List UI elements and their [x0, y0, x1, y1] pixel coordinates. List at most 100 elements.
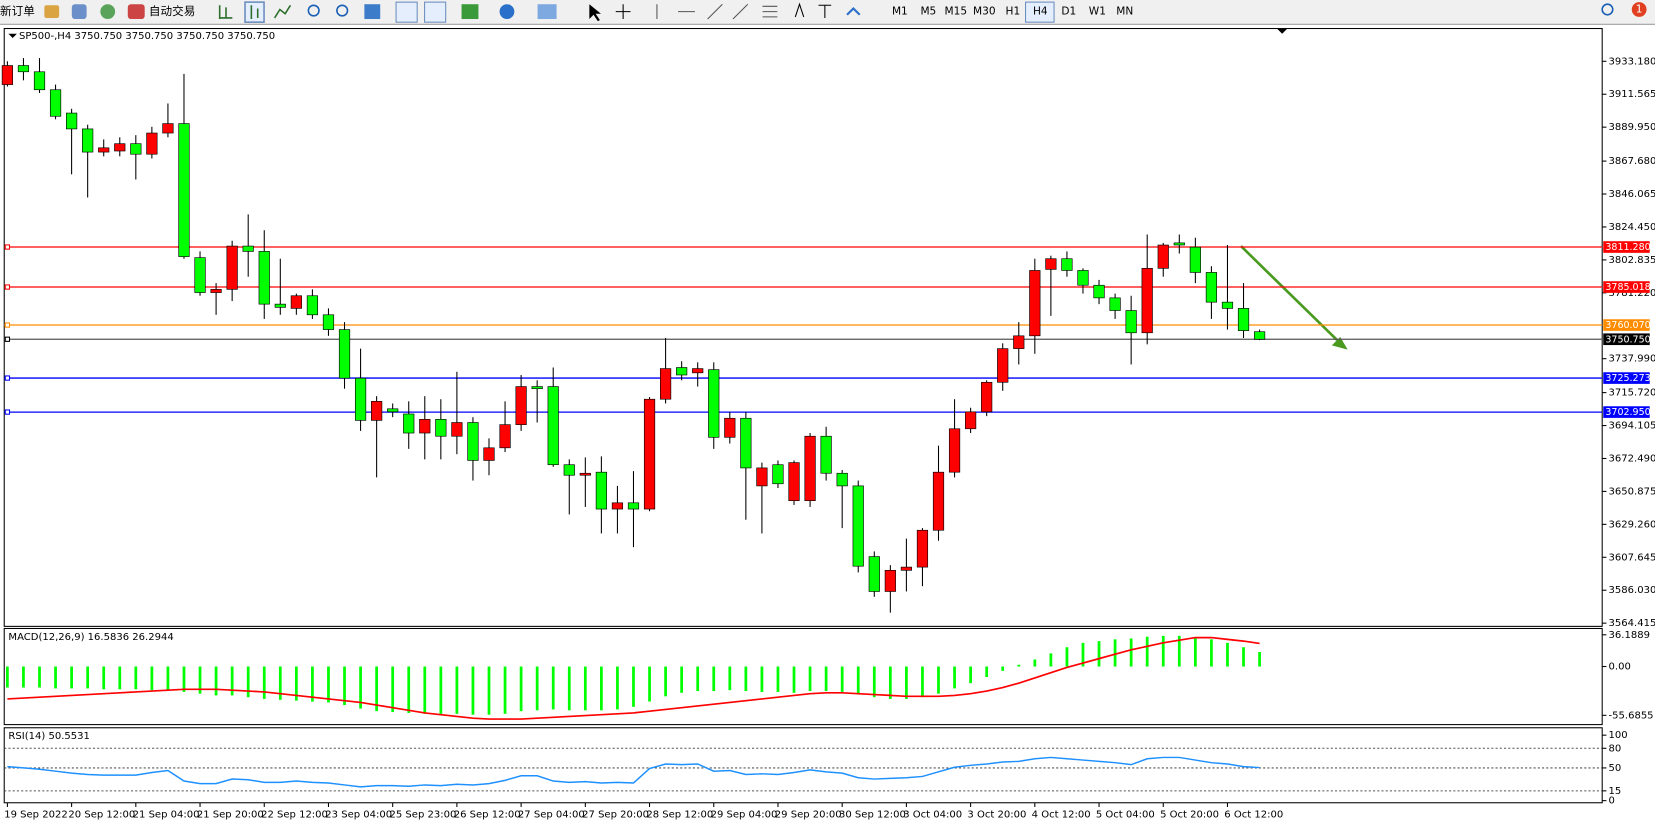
- y-tick-label: 3933.180: [1609, 56, 1655, 67]
- icon[interactable]: [100, 4, 116, 20]
- text-tools[interactable]: [794, 2, 832, 18]
- candle-body: [419, 418, 431, 434]
- candle-body: [804, 435, 816, 501]
- crosshair-tool[interactable]: [615, 4, 631, 20]
- candle-body: [868, 556, 880, 592]
- notification-count[interactable]: 1: [1636, 4, 1643, 16]
- auto-trading-button[interactable]: 自动交易: [149, 4, 195, 18]
- candle-body: [1, 65, 13, 85]
- icon-active[interactable]: [424, 1, 447, 23]
- y-tick-label: 3911.565: [1609, 89, 1655, 100]
- macd-bar: [1226, 642, 1229, 667]
- macd-bar: [616, 666, 619, 710]
- y-tick-label: 3802.835: [1609, 255, 1655, 266]
- candle-body: [1205, 272, 1218, 303]
- macd-bar: [648, 666, 651, 702]
- macd-bar: [1242, 647, 1245, 667]
- x-tick-label: 5 Oct 04:00: [1096, 809, 1155, 820]
- draw-tools[interactable]: [656, 3, 778, 20]
- macd-bar: [905, 666, 908, 699]
- notification-badge[interactable]: [1631, 2, 1647, 17]
- icon[interactable]: [218, 5, 233, 20]
- macd-bar: [712, 666, 716, 692]
- macd-bar: [487, 666, 491, 715]
- line-anchor: [4, 244, 11, 250]
- candle-body: [1029, 270, 1041, 337]
- icon[interactable]: [364, 4, 381, 20]
- timeframe-button[interactable]: H1: [1006, 6, 1021, 18]
- candle-body: [676, 367, 688, 376]
- macd-bar: [423, 666, 427, 714]
- x-tick-label: 22 Sep 12:00: [261, 809, 328, 820]
- candle-body: [900, 566, 912, 571]
- shift-marker: [1276, 28, 1288, 34]
- auto-trading-icon[interactable]: [127, 4, 145, 20]
- macd-bar: [134, 666, 138, 690]
- candle-body: [579, 472, 591, 476]
- icon[interactable]: [250, 5, 259, 20]
- timeframe-button[interactable]: M5: [920, 6, 936, 18]
- macd-bar: [696, 666, 700, 692]
- candle-body: [852, 485, 864, 567]
- macd-bar: [230, 666, 234, 696]
- icon[interactable]: [44, 5, 60, 18]
- macd-bar: [664, 666, 667, 697]
- search[interactable]: [1601, 3, 1614, 16]
- macd-bar: [808, 666, 812, 692]
- icon-active[interactable]: [395, 1, 418, 23]
- cursor-tool[interactable]: [589, 4, 601, 22]
- x-tick-label: 21 Sep 04:00: [133, 809, 200, 820]
- arrow-tool[interactable]: [846, 6, 861, 16]
- x-tick-label: 3 Oct 04:00: [903, 809, 962, 820]
- macd-bar: [407, 666, 411, 713]
- candle-body: [884, 569, 896, 592]
- icon[interactable]: [461, 4, 479, 20]
- candle-body: [563, 464, 575, 476]
- price-label-bg: [1603, 333, 1650, 346]
- candle-body: [531, 386, 543, 390]
- candle-body: [756, 467, 768, 487]
- candle-body: [1125, 310, 1137, 334]
- timeframe-button[interactable]: W1: [1089, 6, 1106, 18]
- new-order-button[interactable]: 新订单: [0, 4, 35, 18]
- price-label: 3702.950: [1605, 407, 1650, 418]
- macd-bar: [503, 666, 507, 714]
- icon[interactable]: [499, 4, 515, 20]
- macd-bar: [359, 666, 362, 709]
- x-tick-label: 6 Oct 12:00: [1224, 809, 1283, 820]
- icon[interactable]: [273, 4, 292, 19]
- line-anchor: [4, 375, 11, 381]
- zoom-in[interactable]: [307, 4, 320, 17]
- candle-body: [515, 386, 527, 425]
- timeframe-button[interactable]: MN: [1116, 6, 1133, 18]
- candle-body: [499, 424, 511, 449]
- timeframe-button[interactable]: M15: [945, 6, 968, 18]
- x-tick-label: 29 Sep 04:00: [711, 809, 778, 820]
- x-tick-label: 5 Oct 20:00: [1160, 809, 1219, 820]
- macd-bar: [840, 666, 844, 692]
- zoom-out[interactable]: [336, 4, 349, 17]
- timeframe-button[interactable]: H4: [1033, 6, 1048, 18]
- icon[interactable]: [537, 4, 557, 20]
- timeframe-button[interactable]: M30: [973, 6, 996, 18]
- price-label: 3725.273: [1605, 373, 1650, 384]
- timeframe-button[interactable]: D1: [1061, 6, 1076, 18]
- panel-title: MACD(12,26,9) 16.5836 26.2944: [8, 632, 173, 643]
- macd-bar: [1161, 635, 1165, 667]
- x-tick-label: 19 Sep 2022: [4, 809, 67, 820]
- x-tick-label: 27 Sep 20:00: [582, 809, 649, 820]
- x-tick-label: 29 Sep 20:00: [775, 809, 842, 820]
- panel-frames: [3, 27, 1603, 804]
- macd-bar: [1081, 642, 1085, 667]
- x-tick-label: 3 Oct 20:00: [967, 809, 1026, 820]
- candle-body: [371, 401, 383, 421]
- macd-bar: [102, 666, 106, 690]
- timeframe-button[interactable]: M1: [892, 6, 908, 18]
- macd-bar: [278, 666, 282, 700]
- macd-bar: [1145, 636, 1149, 667]
- macd-bar: [22, 666, 25, 688]
- icon[interactable]: [71, 4, 87, 20]
- candle-body: [226, 245, 238, 290]
- candle-body: [643, 398, 656, 510]
- icon-active[interactable]: [244, 1, 265, 23]
